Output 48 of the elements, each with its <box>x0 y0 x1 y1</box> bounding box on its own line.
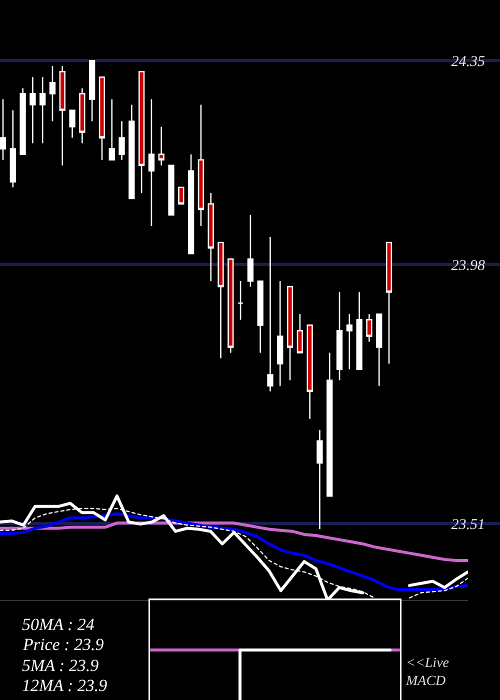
candlestick <box>356 291 362 370</box>
candlestick <box>158 126 164 166</box>
annotation: 12MA : 23.9 <box>22 676 108 695</box>
candlestick <box>366 314 372 342</box>
candlestick <box>316 429 323 530</box>
candlestick <box>98 76 106 160</box>
candlestick <box>306 324 313 420</box>
text: <<Live MACD <box>405 656 449 690</box>
candlestick <box>286 286 294 381</box>
candlestick <box>168 164 174 216</box>
candlestick <box>208 192 214 282</box>
candlestick <box>108 98 115 160</box>
candlestick <box>336 291 343 381</box>
candlestick <box>198 104 204 227</box>
candlestick <box>218 242 224 359</box>
annotation: Price : 23.9 <box>22 635 104 654</box>
candlestick <box>188 154 194 254</box>
candlestick <box>40 76 46 144</box>
candlestick <box>118 120 125 160</box>
candlestick <box>138 71 145 194</box>
candlestick <box>30 76 36 144</box>
candlestick <box>326 352 333 497</box>
candlestick <box>267 236 274 392</box>
candlestick <box>178 186 184 205</box>
annotation: 50MA : 24 <box>22 615 95 634</box>
candlestick <box>237 280 244 320</box>
candlestick <box>0 98 6 160</box>
annotation: 5MA : 23.9 <box>22 656 100 675</box>
candlestick <box>89 60 96 122</box>
candlestick <box>247 214 254 288</box>
candlestick <box>10 110 16 188</box>
y-tick-label: 23.98 <box>451 258 486 274</box>
candlestick <box>277 280 284 386</box>
y-tick-label: 23.51 <box>451 516 485 533</box>
candlestick <box>228 258 234 354</box>
candlestick <box>20 88 26 155</box>
candlestick <box>386 242 392 364</box>
candlestick <box>376 314 382 386</box>
candlestick <box>69 110 76 138</box>
candlestick <box>346 314 352 370</box>
candlestick <box>128 104 135 200</box>
candlestick <box>59 65 66 166</box>
y-tick-label: 24.35 <box>451 54 486 70</box>
candlestick <box>49 65 56 122</box>
candlestick <box>257 280 264 354</box>
candlestick <box>296 314 303 354</box>
candlestick <box>148 98 155 227</box>
candlestick <box>79 88 86 144</box>
